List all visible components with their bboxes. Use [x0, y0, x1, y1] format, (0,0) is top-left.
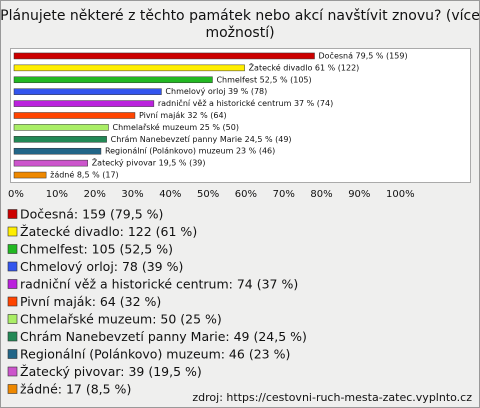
- legend-label: radniční věž a historické centrum: 74 (3…: [20, 277, 298, 292]
- legend-label: Chmelařské muzeum: 50 (25 %): [20, 312, 222, 327]
- x-tick-label: 0%: [8, 189, 24, 200]
- legend-swatch: [7, 226, 18, 237]
- bar: [13, 112, 136, 119]
- x-tick-label: 70%: [273, 189, 295, 200]
- value-label: Chrám Nanebevzetí panny Marie 24,5 % (49…: [111, 135, 292, 144]
- value-label: Chmelový orloj 39 % (78): [165, 87, 267, 96]
- legend-label: Žatecký pivovar: 39 (19,5 %): [20, 364, 202, 379]
- bar: [13, 88, 162, 95]
- legend-label: Regionální (Polánkovo) muzeum: 46 (23 %): [20, 347, 290, 362]
- value-label: Chmelfest 52,5 % (105): [216, 75, 311, 84]
- legend-swatch: [7, 366, 18, 377]
- legend-swatch: [7, 209, 18, 219]
- value-label: Žatecké divadlo 61 % (122): [249, 61, 360, 72]
- x-tick-label: 20%: [84, 189, 106, 200]
- x-tick-label: 80%: [310, 189, 332, 200]
- legend-swatch: [7, 384, 18, 394]
- bar: [13, 52, 315, 60]
- value-label: Pivní maják 32 % (64): [139, 111, 227, 120]
- x-tick-label: 10%: [46, 189, 68, 200]
- source: zdroj: https://cestovni-ruch-mesta-zatec…: [192, 391, 472, 404]
- legend-label: žádné: 17 (8,5 %): [20, 382, 131, 397]
- bar: [13, 171, 47, 179]
- legend-swatch: [7, 244, 18, 254]
- bar: [13, 124, 109, 131]
- legend-label: Chmelfest: 105 (52,5 %): [20, 242, 173, 257]
- x-tick-label: 90%: [348, 189, 370, 200]
- legend-label: Chrám Nanebevzetí panny Marie: 49 (24,5 …: [20, 329, 307, 344]
- bar: [13, 136, 107, 143]
- legend-label: Pivní maják: 64 (32 %): [20, 294, 161, 309]
- x-tick-label: 30%: [121, 189, 143, 200]
- bar: [13, 76, 213, 84]
- x-tick-label: 100%: [386, 189, 415, 200]
- bar: [13, 159, 88, 167]
- bar: [13, 64, 245, 72]
- value-label: Žatecký pivovar 19,5 % (39): [92, 157, 206, 168]
- legend-swatch: [7, 331, 18, 342]
- legend-swatch: [7, 314, 18, 324]
- legend-swatch: [7, 349, 18, 359]
- legend-label: Dočesná: 159 (79,5 %): [20, 207, 163, 222]
- value-label: Chmelařské muzeum 25 % (50): [113, 122, 239, 132]
- chart-title: Plánujete některé z těchto památek nebo …: [0, 8, 480, 41]
- value-label: Dočesná 79,5 % (159): [319, 50, 408, 60]
- x-tick-label: 40%: [159, 189, 181, 200]
- legend-label: Chmelový orloj: 78 (39 %): [20, 259, 183, 274]
- legend-label: Žatecké divadlo: 122 (61 %): [20, 224, 197, 239]
- legend-swatch: [7, 296, 18, 307]
- x-tick-label: 50%: [197, 189, 219, 200]
- value-label: Regionální (Polánkovo) muzeum 23 % (46): [105, 147, 275, 156]
- bar: [13, 147, 102, 155]
- value-label: žádné 8,5 % (17): [50, 170, 119, 180]
- legend-swatch: [7, 279, 18, 289]
- bar: [13, 100, 155, 107]
- value-label: radniční věž a historické centrum 37 % (…: [158, 98, 333, 108]
- x-tick-label: 60%: [235, 189, 257, 200]
- legend-swatch: [7, 261, 18, 272]
